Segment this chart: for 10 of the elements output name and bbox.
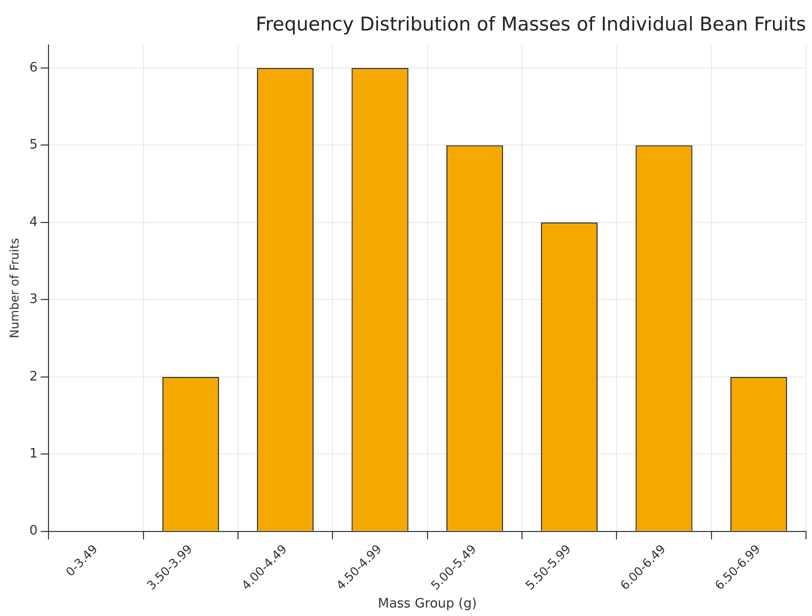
y-tick-label: 6	[29, 60, 38, 76]
y-tick-label: 1	[29, 446, 38, 462]
y-tick-label: 0	[29, 524, 38, 539]
y-axis-title: Number of Fruits	[7, 238, 22, 338]
chart-title: Frequency Distribution of Masses of Individual Bean Fruits	[256, 13, 806, 36]
y-tick-label: 3	[29, 292, 38, 308]
y-tick-label: 5	[29, 138, 38, 153]
y-tick-label: 4	[29, 214, 38, 230]
x-axis-title: Mass Group (g)	[378, 596, 477, 612]
y-tick-label: 2	[29, 369, 38, 384]
